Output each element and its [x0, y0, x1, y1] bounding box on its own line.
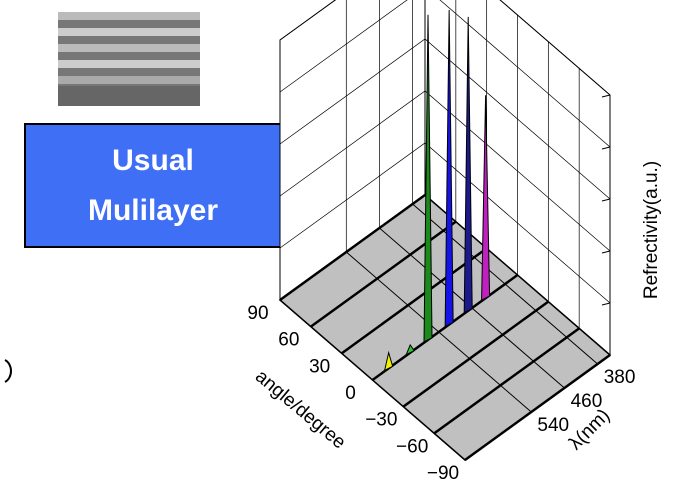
multilayer-icon	[58, 12, 200, 106]
y-tick-label: 380	[604, 367, 636, 388]
figure: Usual Mulilayer angle/degree λ(nm) Refre…	[0, 0, 673, 486]
x-tick-label: 0	[345, 383, 356, 404]
y-tick-label: 540	[537, 415, 569, 436]
y-tick-label: 460	[571, 391, 603, 412]
x-tick-label: −30	[365, 410, 397, 431]
y-axis-label: λ(nm)	[565, 405, 614, 454]
x-axis-label: angle/degree	[251, 366, 349, 453]
x-tick-label: −60	[396, 436, 428, 457]
label-box	[25, 124, 282, 247]
z-axis-label: Refrectivity(a.u.)	[641, 161, 662, 299]
x-tick-label: 90	[247, 303, 268, 324]
x-tick-label: −90	[427, 463, 459, 484]
label-line: Mulilayer	[88, 194, 218, 227]
arc	[5, 360, 11, 382]
x-tick-label: 30	[309, 356, 330, 377]
x-tick-label: 60	[278, 330, 299, 351]
label-line: Usual	[112, 144, 194, 177]
page: {"label_box": {"lines": ["Usual", "Mulil…	[0, 0, 673, 486]
